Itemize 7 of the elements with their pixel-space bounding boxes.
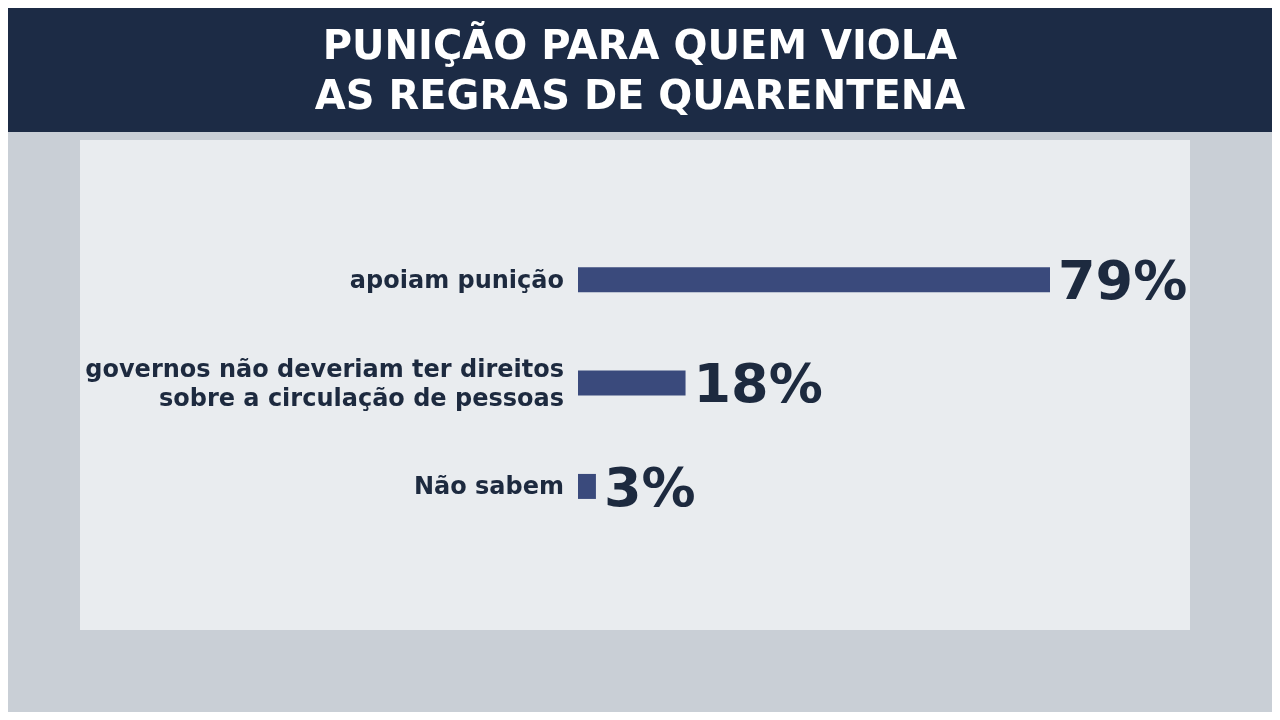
data-label: 79% <box>1058 248 1188 312</box>
data-label: 18% <box>693 352 823 416</box>
chart-title: PUNIÇÃO PARA QUEM VIOLA AS REGRAS DE QUARENTENA <box>8 8 1272 132</box>
y-tick-label: apoiam punição <box>349 265 564 294</box>
y-tick-label: governos não deveriam ter direitos sobre a circulação de pessoas <box>85 354 564 412</box>
y-tick-label: Não sabem <box>413 472 564 501</box>
data-label: 3% <box>603 455 696 519</box>
